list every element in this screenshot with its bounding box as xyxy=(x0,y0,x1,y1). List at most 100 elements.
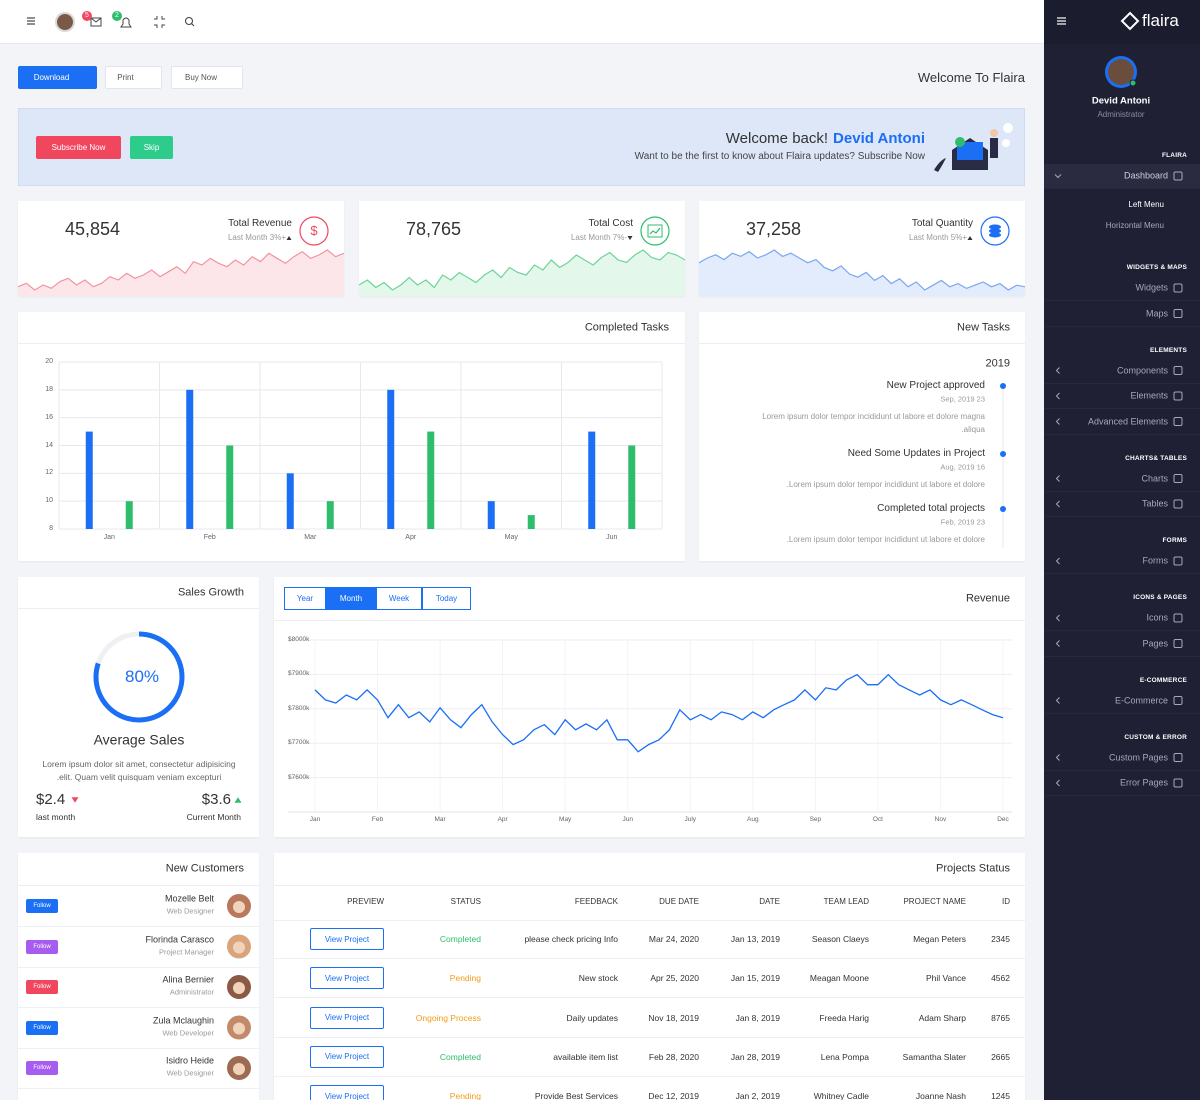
task-date: Aug, 2019 16 xyxy=(940,462,985,472)
y-tick-label: $8000k xyxy=(288,636,310,644)
view-project-button[interactable]: View Project xyxy=(310,928,384,950)
y-tick-label: 12 xyxy=(45,469,53,477)
follow-button[interactable]: Follow xyxy=(26,939,58,954)
banner-text: Want to be the first to know about Flair… xyxy=(634,151,925,162)
divider xyxy=(18,885,259,886)
x-tick-label: Nov xyxy=(934,816,947,824)
table-cell: Pending xyxy=(449,973,481,984)
divider xyxy=(274,620,1025,621)
task-title: Completed total projects xyxy=(877,503,985,514)
y-tick-label: 20 xyxy=(45,357,53,365)
menu-item: Pages xyxy=(1142,638,1168,649)
table-cell: Jan 28, 2019 xyxy=(730,1051,780,1062)
row-divider xyxy=(274,920,1025,921)
row-divider xyxy=(274,958,1025,959)
tab[interactable]: Week xyxy=(376,587,422,610)
buy-button[interactable]: Buy Now xyxy=(171,66,243,89)
y-tick-label: $7900k xyxy=(288,670,310,678)
panel-title: New Customers xyxy=(165,862,244,875)
chart-title: Completed Tasks xyxy=(584,321,669,334)
menu-item: Elements xyxy=(1130,390,1168,401)
table-cell: Whitney Cadle xyxy=(813,1091,869,1100)
greeting-name: Devid Antoni xyxy=(833,130,925,147)
customer-name: Isidro Heide xyxy=(165,1055,214,1066)
column-header: STATUS xyxy=(450,897,481,907)
customer-role: Web Designer xyxy=(166,1068,214,1078)
menu-divider xyxy=(1044,573,1200,574)
menu-item: Maps xyxy=(1145,308,1168,319)
greeting-text: Welcome back! xyxy=(725,130,829,147)
last-value: $2.4 xyxy=(36,791,66,808)
y-tick-label: 10 xyxy=(45,496,53,504)
stat-sub: Last Month 7%- xyxy=(570,233,627,243)
stat-symbol: $ xyxy=(310,223,318,239)
section-header: CUSTOM & ERROR xyxy=(1124,733,1187,741)
follow-button[interactable]: Follow xyxy=(26,899,58,913)
tab[interactable]: Today xyxy=(422,587,471,610)
topbar xyxy=(0,0,1044,44)
table-cell: Provide Best Services xyxy=(534,1091,618,1100)
divider xyxy=(274,885,1025,886)
menu-item: Forms xyxy=(1142,555,1169,566)
table-cell: Lena Pompa xyxy=(820,1051,869,1062)
gauge-label: 80% xyxy=(124,666,160,686)
menu-divider xyxy=(1044,769,1200,771)
panel-title: Sales Growth xyxy=(177,586,244,599)
row-divider xyxy=(18,1088,259,1089)
tab[interactable]: Year xyxy=(284,587,326,610)
menu-divider xyxy=(1044,795,1200,796)
customer-role: Web Designer xyxy=(166,906,214,916)
follow-button[interactable]: Follow xyxy=(26,1061,58,1075)
x-tick-label: Mar xyxy=(304,533,317,541)
customer-role: Administrator xyxy=(169,987,214,997)
table-cell: 4562 xyxy=(991,973,1010,984)
menu-item: Dashboard xyxy=(1123,170,1168,181)
view-project-button[interactable]: View Project xyxy=(310,1006,384,1029)
welcome-title: Welcome To Flaira xyxy=(917,70,1025,86)
table-cell: Phil Vance xyxy=(925,973,966,984)
gauge-subtitle: Average Sales xyxy=(93,731,185,748)
print-button[interactable]: Print xyxy=(105,66,162,89)
menu-divider xyxy=(1044,325,1200,327)
menu-divider xyxy=(1044,382,1200,384)
stat-sub: Last Month 5%+ xyxy=(908,233,967,243)
customer-name: Zula Mclaughin xyxy=(152,1015,214,1026)
table-cell: Season Claeys xyxy=(811,933,869,944)
x-tick-label: Jan xyxy=(103,533,115,541)
follow-button[interactable]: Follow xyxy=(26,1020,58,1035)
view-project-button[interactable]: View Project xyxy=(310,1045,384,1068)
chart-title: Revenue xyxy=(965,592,1010,605)
menu-item: Tables xyxy=(1141,498,1168,509)
view-project-button[interactable]: View Project xyxy=(310,1085,384,1100)
year: 2019 xyxy=(985,357,1010,370)
badge-count: 2 xyxy=(115,11,119,19)
sales-text: Lorem ipsum dolor sit amet, consectetur … xyxy=(42,758,236,769)
x-tick-label: Sep xyxy=(809,816,822,824)
table-cell: Ongoing Process xyxy=(415,1012,481,1023)
menu-divider xyxy=(1044,490,1200,492)
x-tick-label: July xyxy=(684,816,697,824)
column-header: ID xyxy=(1002,897,1010,907)
row-divider xyxy=(18,1007,259,1008)
divider xyxy=(699,343,1025,344)
x-tick-label: Aug xyxy=(747,816,759,824)
task-text: .Lorem ipsum dolor tempor incididunt ut … xyxy=(786,535,985,545)
follow-button[interactable]: Follow xyxy=(26,980,58,994)
x-tick-label: May xyxy=(504,533,518,541)
menu-divider xyxy=(1044,655,1200,657)
customers-card xyxy=(18,853,259,1100)
skip-button[interactable]: Skip xyxy=(130,136,173,159)
section-header: FLAIRA xyxy=(1161,152,1187,160)
subscribe-button[interactable]: Subscribe Now xyxy=(36,136,121,159)
panel-title: New Tasks xyxy=(957,321,1010,334)
submenu-item: Horizontal Menu xyxy=(1105,221,1164,231)
tab[interactable]: Month xyxy=(326,587,376,610)
table-cell: Nov 18, 2019 xyxy=(648,1012,699,1023)
section-header: FORMS xyxy=(1162,537,1187,545)
view-project-button[interactable]: View Project xyxy=(310,967,384,990)
table-cell: Samantha Slater xyxy=(902,1051,966,1062)
download-button[interactable]: Download xyxy=(18,66,97,89)
table-cell: Adam Sharp xyxy=(918,1012,966,1023)
table-cell: Feb 28, 2020 xyxy=(648,1051,699,1062)
